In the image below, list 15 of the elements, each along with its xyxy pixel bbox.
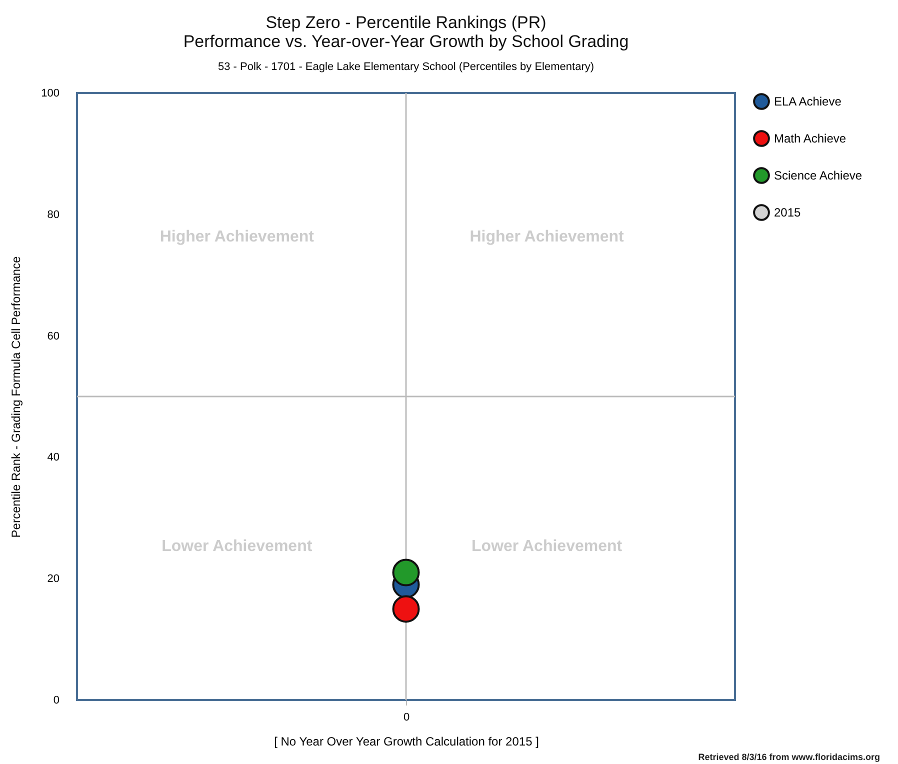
y-axis-title: Percentile Rank - Grading Formula Cell Performance bbox=[9, 256, 24, 538]
y-tick-label: 20 bbox=[47, 573, 60, 586]
chart-title: Step Zero - Percentile Rankings (PR) Performance vs. Year-over-Year Growth by School Grading bbox=[183, 13, 629, 51]
chart-subtitle: 53 - Polk - 1701 - Eagle Lake Elementary School (Percentiles by Elementary) bbox=[218, 61, 594, 73]
y-tick-label: 100 bbox=[41, 88, 60, 100]
legend-label: Science Achieve bbox=[774, 168, 862, 182]
y-tick-label: 40 bbox=[47, 452, 60, 464]
y-tick-label: 0 bbox=[53, 694, 60, 706]
y-tick-label: 60 bbox=[47, 330, 60, 342]
text: Retrieved 8/3/16 from www.floridacims.org bbox=[698, 752, 880, 762]
legend-label: 2015 bbox=[774, 206, 802, 220]
y-tick-label: 80 bbox=[47, 208, 60, 221]
legend-label: ELA Achieve bbox=[774, 94, 842, 108]
x-axis-title: [ No Year Over Year Growth Calculation for 2015 ] bbox=[274, 734, 539, 748]
legend-label: Math Achieve bbox=[774, 132, 846, 146]
